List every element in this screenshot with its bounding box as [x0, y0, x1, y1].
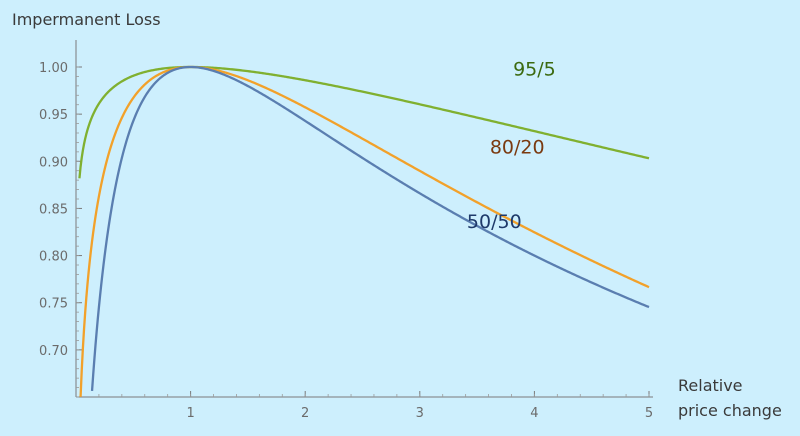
series-line-95-5: [78, 65, 650, 179]
x-tick-label: 2: [301, 406, 309, 421]
series-line-50-50: [90, 65, 650, 392]
y-tick-label: 0.70: [39, 344, 68, 359]
x-tick-label: 1: [186, 406, 194, 421]
y-tick-label: 1.00: [39, 61, 68, 76]
x-tick-label: 4: [530, 406, 538, 421]
y-tick-label: 0.90: [39, 155, 68, 170]
axes: [75, 40, 653, 398]
y-tick-label: 0.80: [39, 250, 68, 265]
x-tick-label: 5: [645, 406, 653, 421]
x-axis-title: Relative price change: [678, 376, 782, 420]
ticks: 0.70 0.75 0.80 0.85 0.90 0.95 1.00 1 2 3 4 5: [39, 61, 653, 421]
series-lines: [78, 65, 650, 397]
x-axis-title-line-1: Relative: [678, 376, 743, 395]
x-axis-title-line-2: price change: [678, 401, 782, 420]
series-line-80-20: [79, 65, 650, 397]
y-axis-title: Impermanent Loss: [12, 10, 161, 29]
series-label-50-50: 50/50: [467, 211, 522, 233]
series-label-95-5: 95/5: [513, 58, 556, 80]
x-tick-label: 3: [416, 406, 424, 421]
y-tick-label: 0.75: [39, 297, 68, 312]
y-tick-label: 0.95: [39, 108, 68, 123]
series-label-80-20: 80/20: [490, 137, 545, 159]
y-tick-label: 0.85: [39, 202, 68, 217]
series-labels: 95/5 80/20 50/50: [467, 58, 556, 233]
